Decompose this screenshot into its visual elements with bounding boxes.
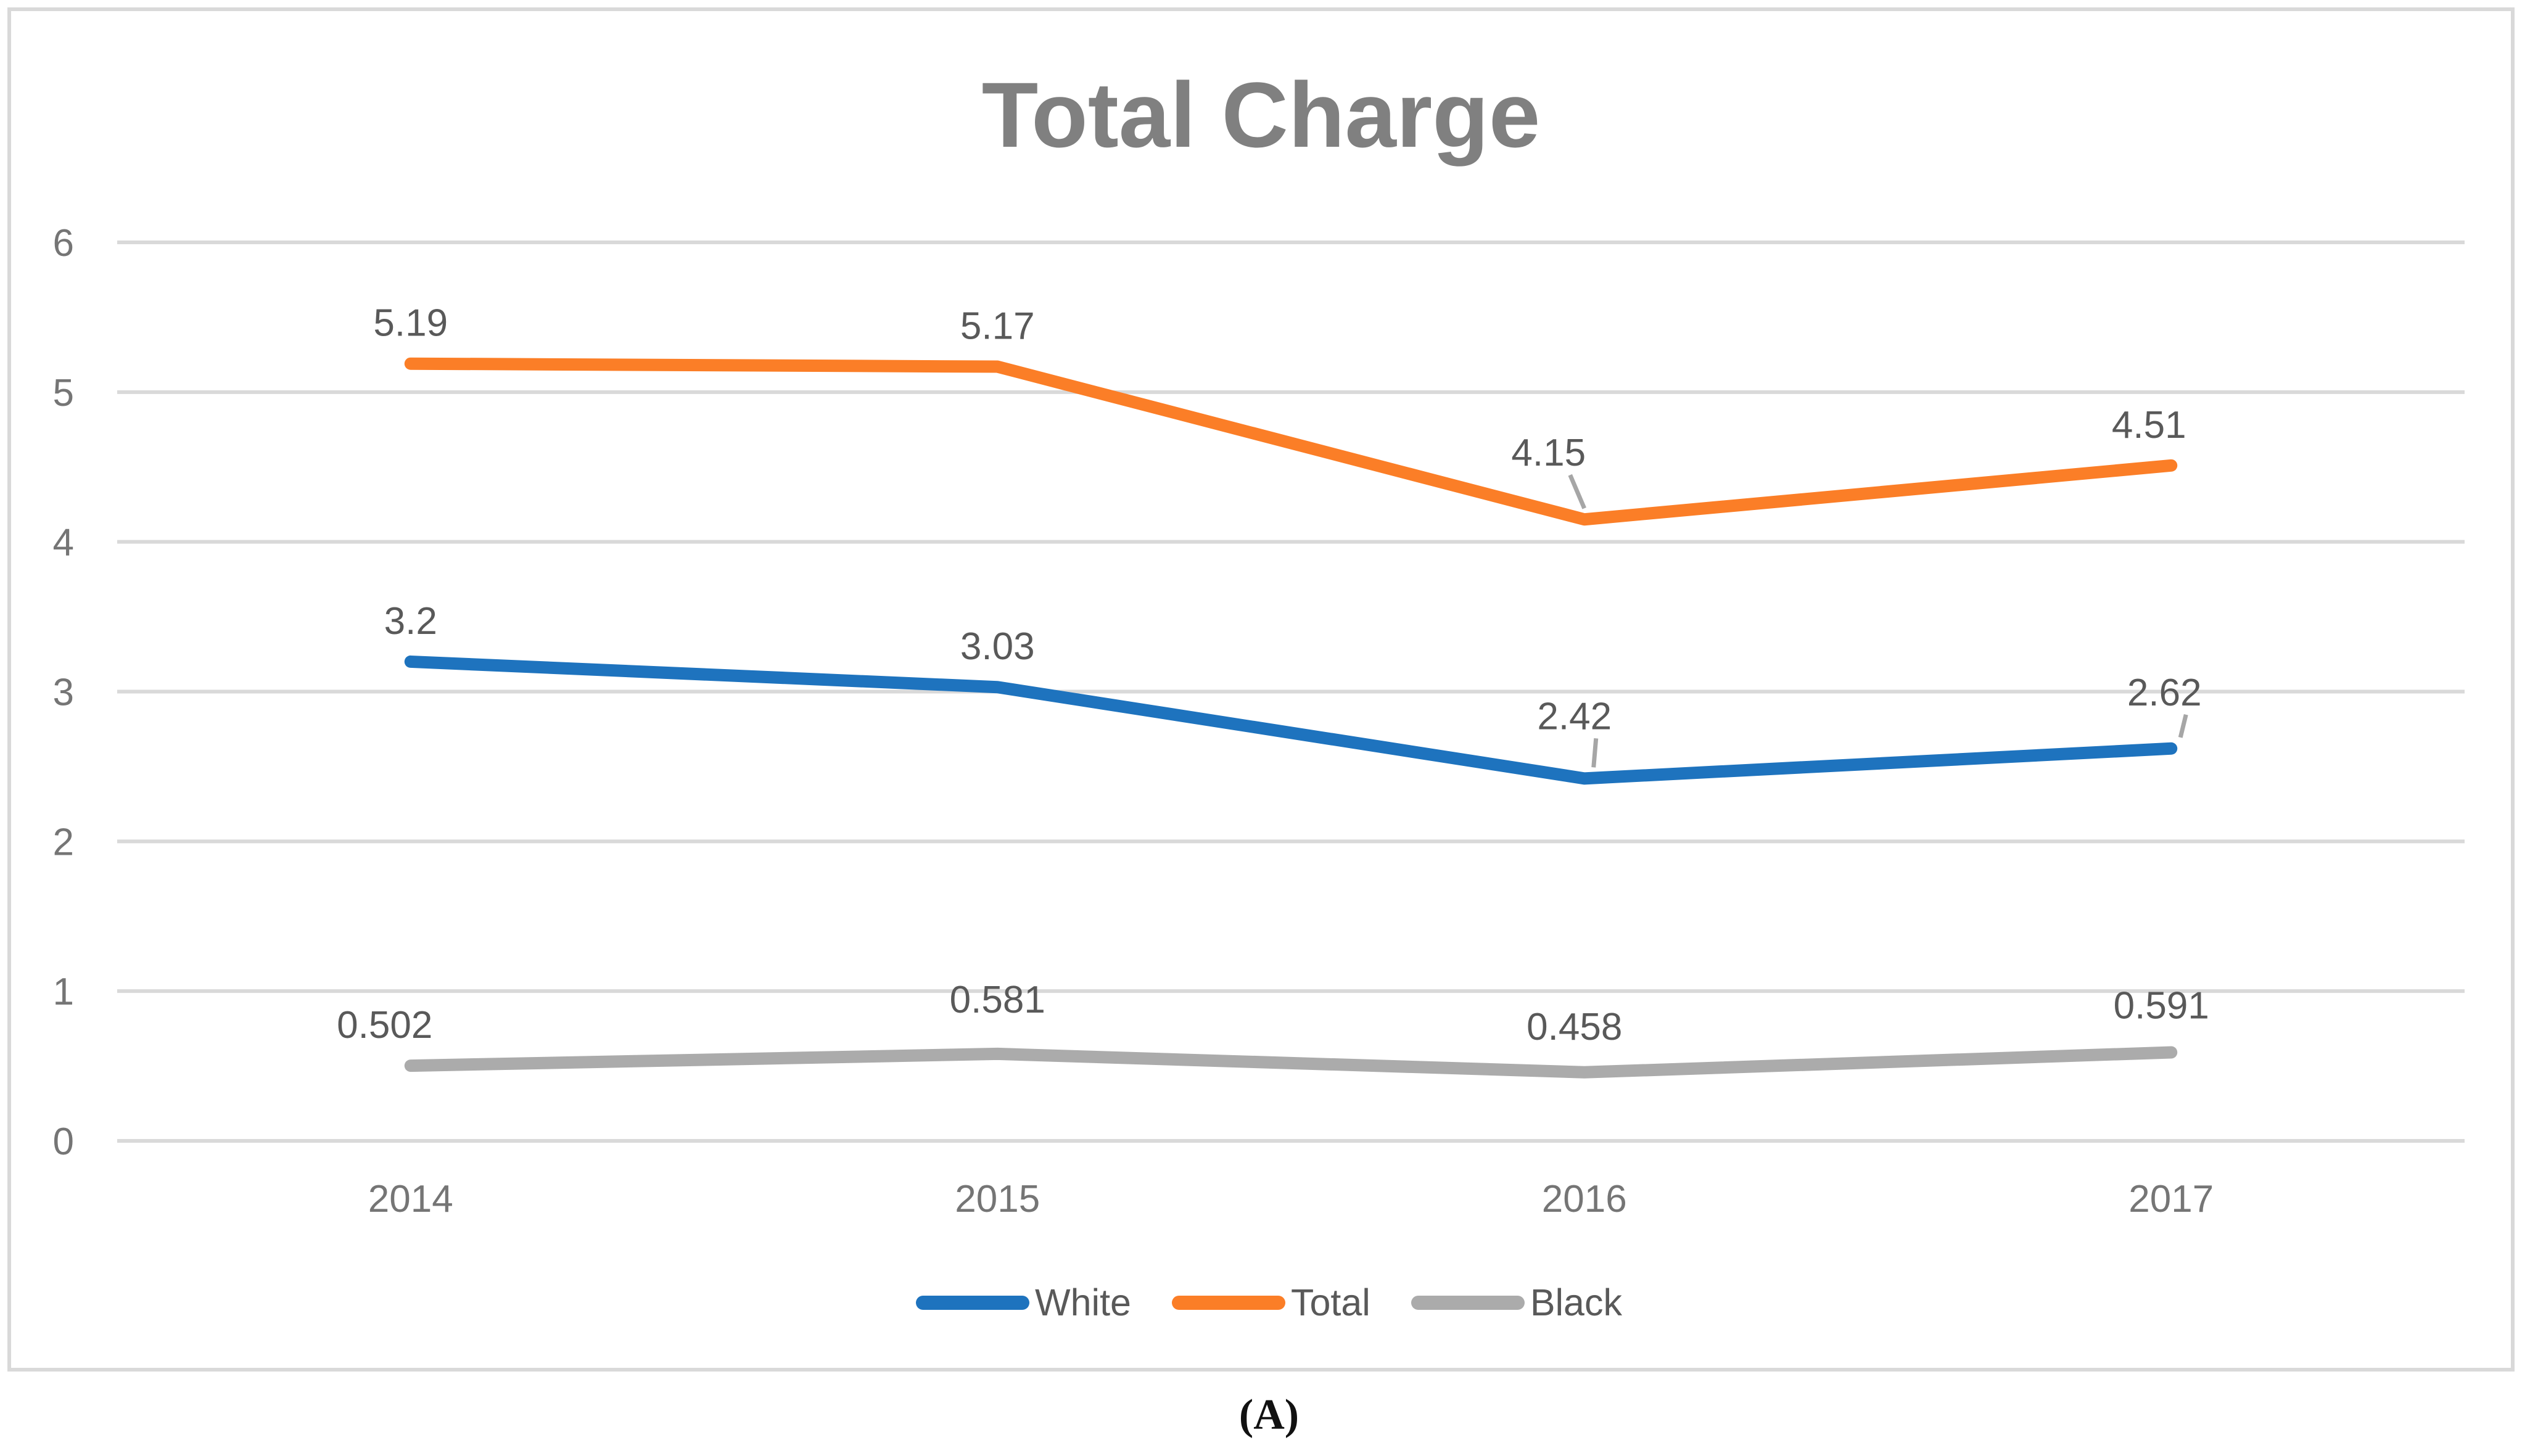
y-axis-tick-label: 0 — [53, 1121, 74, 1163]
legend-item-black: Black — [1411, 1281, 1622, 1324]
x-axis-tick-label: 2017 — [2128, 1178, 2214, 1220]
x-axis-tick-label: 2014 — [368, 1178, 453, 1220]
legend-swatch-total — [1171, 1295, 1285, 1310]
series-line-black — [404, 1046, 2178, 1079]
chart-title: Total Charge — [981, 63, 1541, 167]
data-label-total: 5.17 — [960, 305, 1035, 348]
data-label-leader-line — [1568, 474, 1586, 509]
data-label-leader-line — [1591, 738, 1599, 768]
data-label-black: 0.581 — [950, 979, 1045, 1021]
data-label-total: 4.15 — [1511, 432, 1586, 474]
legend-label: Total — [1290, 1281, 1370, 1323]
legend-swatch-black — [1411, 1295, 1525, 1310]
y-axis-tick-label: 1 — [53, 971, 74, 1013]
legend-swatch-white — [916, 1295, 1030, 1310]
y-axis-tick-label: 2 — [53, 821, 74, 863]
x-axis-tick-label: 2015 — [955, 1178, 1040, 1220]
data-label-white: 3.2 — [384, 600, 437, 643]
chart-legend: White Total Black — [0, 1272, 2538, 1333]
chart-area: Total Charge — [7, 7, 2515, 1372]
data-label-white: 2.42 — [1537, 695, 1612, 738]
y-axis-tick-label: 6 — [53, 222, 74, 265]
series-line-white — [404, 655, 2178, 785]
legend-item-total: Total — [1171, 1281, 1370, 1324]
legend-item-white: White — [916, 1281, 1131, 1324]
series-line-total — [404, 357, 2178, 526]
data-label-leader-line — [2178, 714, 2188, 738]
data-label-total: 4.51 — [2112, 404, 2186, 446]
legend-label: Black — [1530, 1281, 1622, 1323]
figure-caption: (A) — [1238, 1391, 1300, 1439]
legend-label: White — [1035, 1281, 1131, 1323]
y-axis-tick-label: 4 — [53, 522, 74, 564]
data-label-black: 0.502 — [337, 1004, 432, 1047]
y-axis-tick-label: 5 — [53, 372, 74, 414]
data-label-black: 0.591 — [2114, 984, 2209, 1027]
data-label-white: 3.03 — [960, 625, 1035, 668]
y-axis-tick-label: 3 — [53, 672, 74, 714]
data-label-total: 5.19 — [373, 302, 448, 345]
data-label-white: 2.62 — [2127, 672, 2202, 714]
x-axis-tick-label: 2016 — [1542, 1178, 1627, 1220]
data-label-black: 0.458 — [1527, 1006, 1622, 1048]
